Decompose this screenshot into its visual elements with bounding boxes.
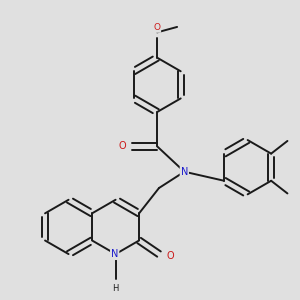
Text: O: O — [166, 251, 174, 261]
Text: O: O — [154, 23, 161, 32]
Text: N: N — [111, 249, 118, 259]
Text: H: H — [112, 284, 119, 293]
Text: N: N — [181, 167, 188, 177]
Text: O: O — [119, 141, 127, 152]
